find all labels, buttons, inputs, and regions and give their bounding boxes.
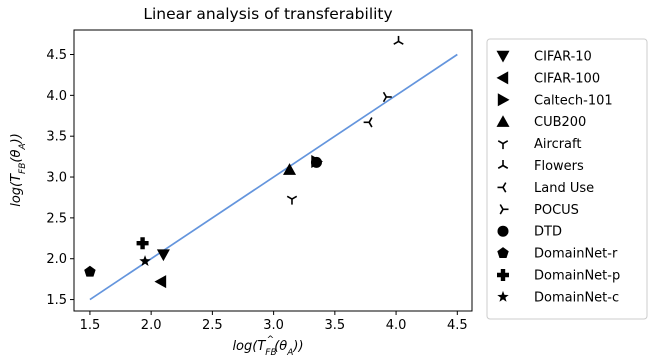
data-point (310, 156, 322, 168)
y-tick-label: 4.5 (46, 48, 67, 63)
y-axis-label: log(TFB(θA)) (9, 133, 28, 207)
plot-frame (73, 29, 473, 312)
legend-label: Caltech-101 (534, 93, 613, 108)
x-tick-label: 1.5 (80, 318, 101, 333)
y-tick-label: 2.0 (46, 252, 67, 267)
legend-frame (486, 38, 648, 320)
legend-label: Aircraft (534, 137, 581, 152)
legend-marker (496, 115, 510, 127)
y-tick-label: 3.5 (46, 130, 67, 145)
legend-marker (497, 247, 509, 258)
legend: CIFAR-10 CIFAR-100 Caltech-101 CUB200 Aircra… (486, 38, 648, 320)
legend-marker (497, 160, 509, 169)
data-point (156, 249, 170, 262)
legend-label: DomainNet-p (534, 269, 620, 284)
y-tick-label: 2.5 (46, 211, 67, 226)
legend-marker (497, 269, 509, 281)
legend-label: DTD (534, 225, 562, 240)
x-tick-label: 2.5 (202, 318, 223, 333)
data-point (382, 91, 392, 103)
x-tick-label: 3.5 (324, 318, 345, 333)
legend-marker (496, 50, 510, 63)
legend-label: CIFAR-100 (534, 71, 600, 86)
legend-label: POCUS (534, 203, 579, 218)
legend-marker (499, 204, 509, 215)
fit-line (89, 53, 458, 301)
legend-label: DomainNet-r (534, 247, 618, 262)
x-tick-label: 3.0 (263, 318, 284, 333)
plot-area (73, 29, 473, 312)
legend-label: CIFAR-10 (534, 50, 592, 65)
legend-marker (497, 290, 509, 302)
legend-marker (497, 140, 509, 150)
legend-label: CUB200 (534, 115, 586, 130)
x-axis-label: log(TFB^(θA)) (232, 335, 303, 358)
chart-title: Linear analysis of transferability (143, 5, 392, 23)
x-tick-label: 4.5 (447, 318, 468, 333)
data-point (136, 237, 149, 250)
x-tick-label: 2.0 (141, 318, 162, 333)
legend-marker (497, 93, 510, 107)
x-axis: 1.5 2.0 2.5 3.0 3.5 4.0 4.5 (80, 311, 468, 333)
data-point (154, 275, 167, 289)
data-point (363, 117, 373, 128)
y-tick-label: 3.0 (46, 171, 67, 186)
x-tick-label: 4.0 (386, 318, 407, 333)
data-points (84, 35, 404, 289)
data-point (84, 265, 96, 277)
y-tick-label: 4.0 (46, 89, 67, 104)
data-point (139, 255, 151, 267)
y-axis: 1.5 2.0 2.5 3.0 3.5 4.0 4.5 (46, 48, 74, 308)
legend-marker (496, 71, 509, 85)
data-point (286, 195, 298, 205)
data-point (283, 163, 297, 175)
legend-label: DomainNet-c (534, 290, 619, 305)
legend-label: Land Use (534, 181, 594, 196)
legend-marker (497, 182, 507, 193)
legend-label: Flowers (534, 159, 584, 174)
data-point (393, 35, 404, 45)
y-tick-label: 1.5 (46, 293, 67, 308)
legend-marker (497, 225, 509, 237)
